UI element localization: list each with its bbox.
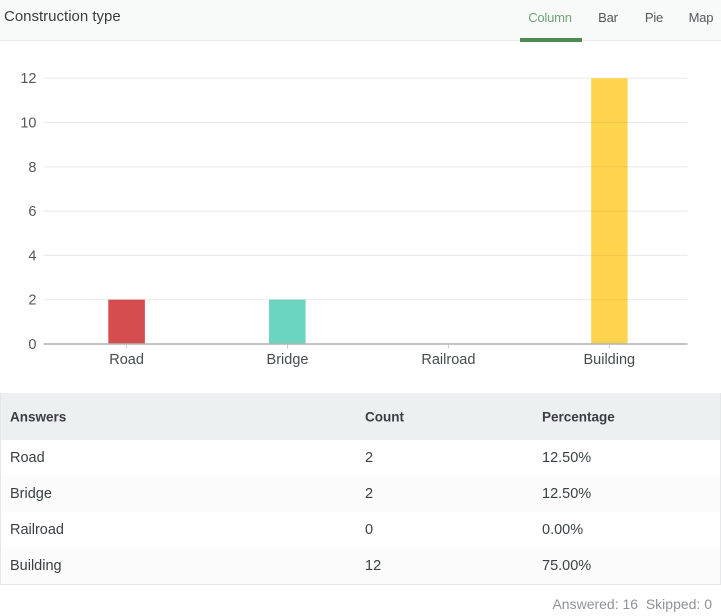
svg-text:0: 0 (28, 337, 36, 353)
svg-text:8: 8 (28, 160, 36, 176)
svg-text:10: 10 (20, 116, 36, 132)
svg-text:2: 2 (28, 293, 36, 309)
svg-text:Road: Road (109, 352, 144, 368)
svg-text:Bridge: Bridge (267, 352, 309, 368)
svg-text:4: 4 (28, 248, 36, 264)
svg-text:Building: Building (584, 352, 636, 368)
svg-text:6: 6 (28, 204, 36, 220)
svg-text:Railroad: Railroad (421, 352, 475, 368)
svg-text:12: 12 (20, 71, 36, 87)
